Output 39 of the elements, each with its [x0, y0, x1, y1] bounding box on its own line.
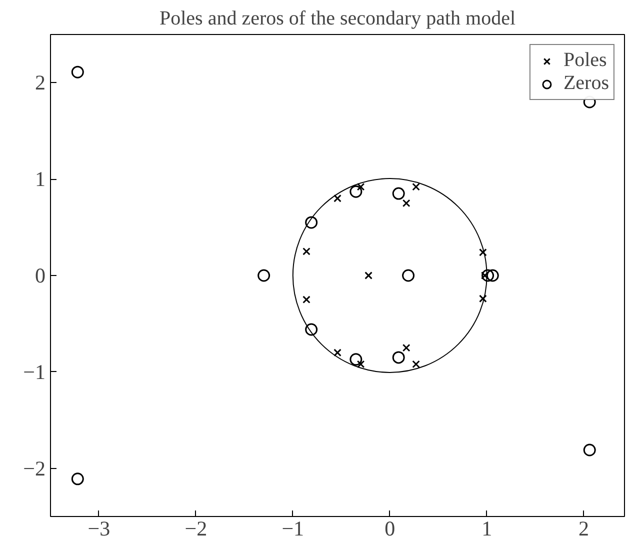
x-tick-label: −1 — [282, 516, 304, 538]
point — [482, 269, 494, 282]
x-tick-label: 2 — [578, 516, 590, 538]
point — [402, 344, 410, 352]
point — [350, 185, 362, 198]
point — [392, 187, 405, 200]
point — [479, 248, 487, 256]
point — [334, 348, 342, 357]
point — [402, 199, 410, 208]
point — [364, 272, 372, 280]
point — [305, 216, 318, 229]
point — [402, 269, 415, 282]
point — [412, 182, 420, 191]
y-tick-label: −2 — [23, 456, 46, 480]
point — [356, 360, 365, 368]
point — [305, 323, 318, 336]
y-tick-label: −1 — [23, 360, 46, 384]
point — [583, 444, 596, 456]
y-tick-label: 1 — [35, 167, 46, 192]
point — [71, 66, 84, 78]
point — [350, 353, 362, 366]
point — [302, 247, 310, 256]
point — [334, 194, 342, 202]
legend-label: Poles — [563, 49, 607, 72]
point — [71, 472, 84, 486]
point — [392, 351, 405, 364]
point — [302, 296, 310, 304]
point — [258, 269, 270, 282]
point — [479, 294, 487, 303]
x-tick-label: 0 — [384, 516, 396, 538]
chart-title: Poles and zeros of the secondary path model — [159, 8, 516, 30]
x-tick-label: −2 — [184, 516, 208, 538]
x-tick-label: −3 — [88, 516, 110, 538]
y-tick-label: 2 — [35, 70, 46, 95]
point — [412, 360, 420, 368]
point — [486, 269, 499, 282]
x-tick-label: 1 — [482, 516, 492, 538]
y-tick-label: 0 — [35, 264, 46, 288]
legend-label: Zeros — [563, 72, 609, 95]
